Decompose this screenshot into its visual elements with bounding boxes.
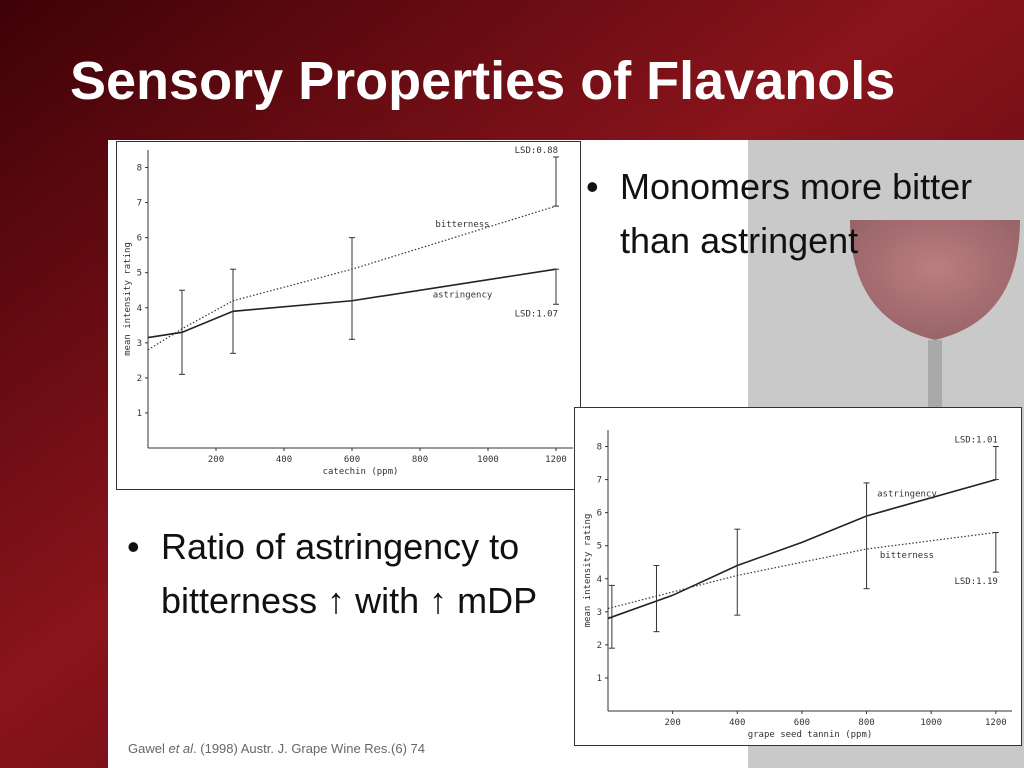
y-tick-label: 5 <box>597 542 602 552</box>
x-tick-label: 1200 <box>545 455 567 465</box>
citation-text: et al <box>168 741 194 756</box>
y-tick-label: 5 <box>137 269 142 279</box>
y-tick-label: 7 <box>137 199 142 209</box>
lsd-label: LSD:0.88 <box>515 146 558 156</box>
x-tick-label: 800 <box>412 455 428 465</box>
series-label: bitterness <box>435 220 489 230</box>
lsd-label: LSD:1.19 <box>954 577 997 587</box>
title: Sensory Properties of Flavanols <box>70 51 896 111</box>
x-tick-label: 800 <box>858 718 874 728</box>
x-tick-label: 200 <box>665 718 681 728</box>
bullet: Ratio of astringency to bitterness ↑ wit… <box>127 520 601 628</box>
series-line <box>607 531 996 610</box>
series-label: astringency <box>433 291 493 301</box>
y-tick-label: 1 <box>597 674 602 684</box>
y-tick-label: 2 <box>137 374 142 384</box>
y-tick-label: 2 <box>597 641 602 651</box>
lsd-label: LSD:1.01 <box>954 436 997 446</box>
x-tick-label: 600 <box>794 718 810 728</box>
y-tick-label: 4 <box>137 304 142 314</box>
citation-text: . (1998) Austr. J. Grape Wine Res.(6) 74 <box>193 741 425 756</box>
y-axis-label: mean intensity rating <box>123 242 133 356</box>
x-tick-label: 1000 <box>477 455 499 465</box>
x-tick-label: 400 <box>276 455 292 465</box>
x-tick-label: 1000 <box>920 718 942 728</box>
citation: Gawel et al. (1998) Austr. J. Grape Wine… <box>128 741 425 756</box>
x-tick-label: 400 <box>729 718 745 728</box>
series-label: bitterness <box>880 551 934 561</box>
y-axis-label: mean intensity rating <box>583 514 593 628</box>
chart: 1 2 3 4 5 6 7 8 200 400 600 800 1000 1200 grape seed t… <box>574 407 1022 746</box>
y-tick-label: 6 <box>597 509 602 519</box>
citation-text: Gawel <box>128 741 169 756</box>
x-axis-label: catechin (ppm) <box>323 467 399 477</box>
x-tick-label: 200 <box>208 455 224 465</box>
y-tick-label: 3 <box>597 608 602 618</box>
y-tick-label: 3 <box>137 339 142 349</box>
lsd-label: LSD:1.07 <box>515 309 558 319</box>
bullet: Monomers more bitter than astringent <box>586 160 980 268</box>
x-tick-label: 600 <box>344 455 360 465</box>
chart: 1 2 3 4 5 6 7 8 200 400 600 800 1000 1200 catechin (pp… <box>116 141 581 490</box>
series-line <box>607 478 997 620</box>
y-tick-label: 6 <box>137 234 142 244</box>
series-label: astringency <box>877 490 937 500</box>
x-axis-label: grape seed tannin (ppm) <box>748 730 873 740</box>
y-tick-label: 4 <box>597 575 602 585</box>
y-tick-label: 8 <box>137 164 142 174</box>
y-tick-label: 7 <box>597 476 602 486</box>
x-tick-label: 1200 <box>985 718 1007 728</box>
y-tick-label: 1 <box>137 409 142 419</box>
y-tick-label: 8 <box>597 443 602 453</box>
